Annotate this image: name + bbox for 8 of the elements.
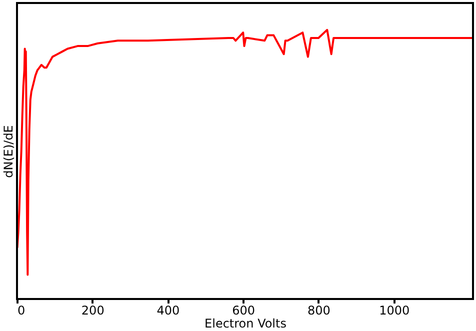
x-tick-label: 1000	[379, 304, 410, 318]
y-axis-title: dN(E)/dE	[2, 125, 16, 178]
x-tick-label: 200	[81, 304, 104, 318]
x-tick-label: 800	[308, 304, 330, 318]
x-axis-title: Electron Volts	[204, 316, 286, 330]
x-tick-label: 600	[232, 304, 256, 318]
x-tick-label: 400	[156, 304, 180, 318]
x-tick-label: 0	[18, 304, 26, 318]
